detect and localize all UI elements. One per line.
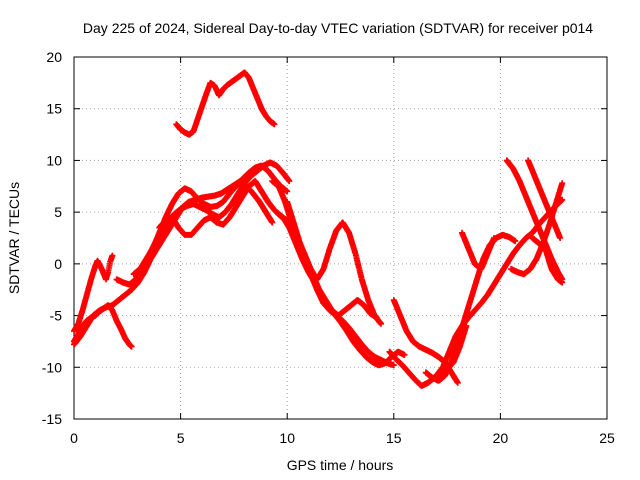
series-sat-f [156, 178, 291, 238]
x-tick-label: 0 [70, 430, 78, 446]
point-markers [173, 69, 278, 138]
point-markers [529, 235, 566, 286]
point-markers [156, 178, 291, 238]
point-markers [294, 219, 384, 327]
y-tick-label: -15 [42, 411, 62, 427]
y-tick-label: -5 [50, 308, 63, 324]
series-sat-p [459, 229, 497, 272]
series-sat-t [529, 235, 566, 286]
y-tick-label: -10 [42, 359, 62, 375]
point-markers [130, 162, 291, 278]
point-markers [284, 198, 380, 321]
y-tick-label: 5 [54, 204, 62, 220]
series-sat-b [71, 252, 116, 335]
x-tick-label: 15 [386, 430, 402, 446]
x-tick-label: 10 [279, 430, 295, 446]
series-sat-e [130, 162, 291, 278]
point-markers [71, 252, 116, 335]
y-tick-label: 10 [46, 152, 62, 168]
y-axis-title: SDTVAR / TECUs [6, 182, 22, 294]
chart-title: Day 225 of 2024, Sidereal Day-to-day VTE… [83, 20, 593, 36]
grid [74, 57, 607, 419]
point-markers [459, 229, 497, 272]
x-tick-label: 25 [599, 430, 615, 446]
series-sat-s [508, 180, 566, 278]
x-tick-label: 5 [177, 430, 185, 446]
series-sat-g [173, 69, 278, 138]
y-axis-ticks: -15 -10 -5 0 5 10 15 20 [42, 49, 607, 427]
point-markers [508, 180, 566, 278]
plot-frame [73, 56, 608, 420]
series-sat-j [284, 198, 380, 321]
data-points [71, 69, 566, 389]
x-tick-label: 20 [493, 430, 509, 446]
y-tick-label: 20 [46, 49, 62, 65]
x-axis-title: GPS time / hours [287, 457, 394, 473]
series-sat-i [273, 209, 408, 369]
series-sat-k [294, 219, 384, 327]
y-tick-label: 15 [46, 101, 62, 117]
y-tick-label: 0 [54, 256, 62, 272]
point-markers [273, 209, 408, 369]
x-axis-ticks: 0 5 10 15 20 25 [70, 57, 615, 446]
